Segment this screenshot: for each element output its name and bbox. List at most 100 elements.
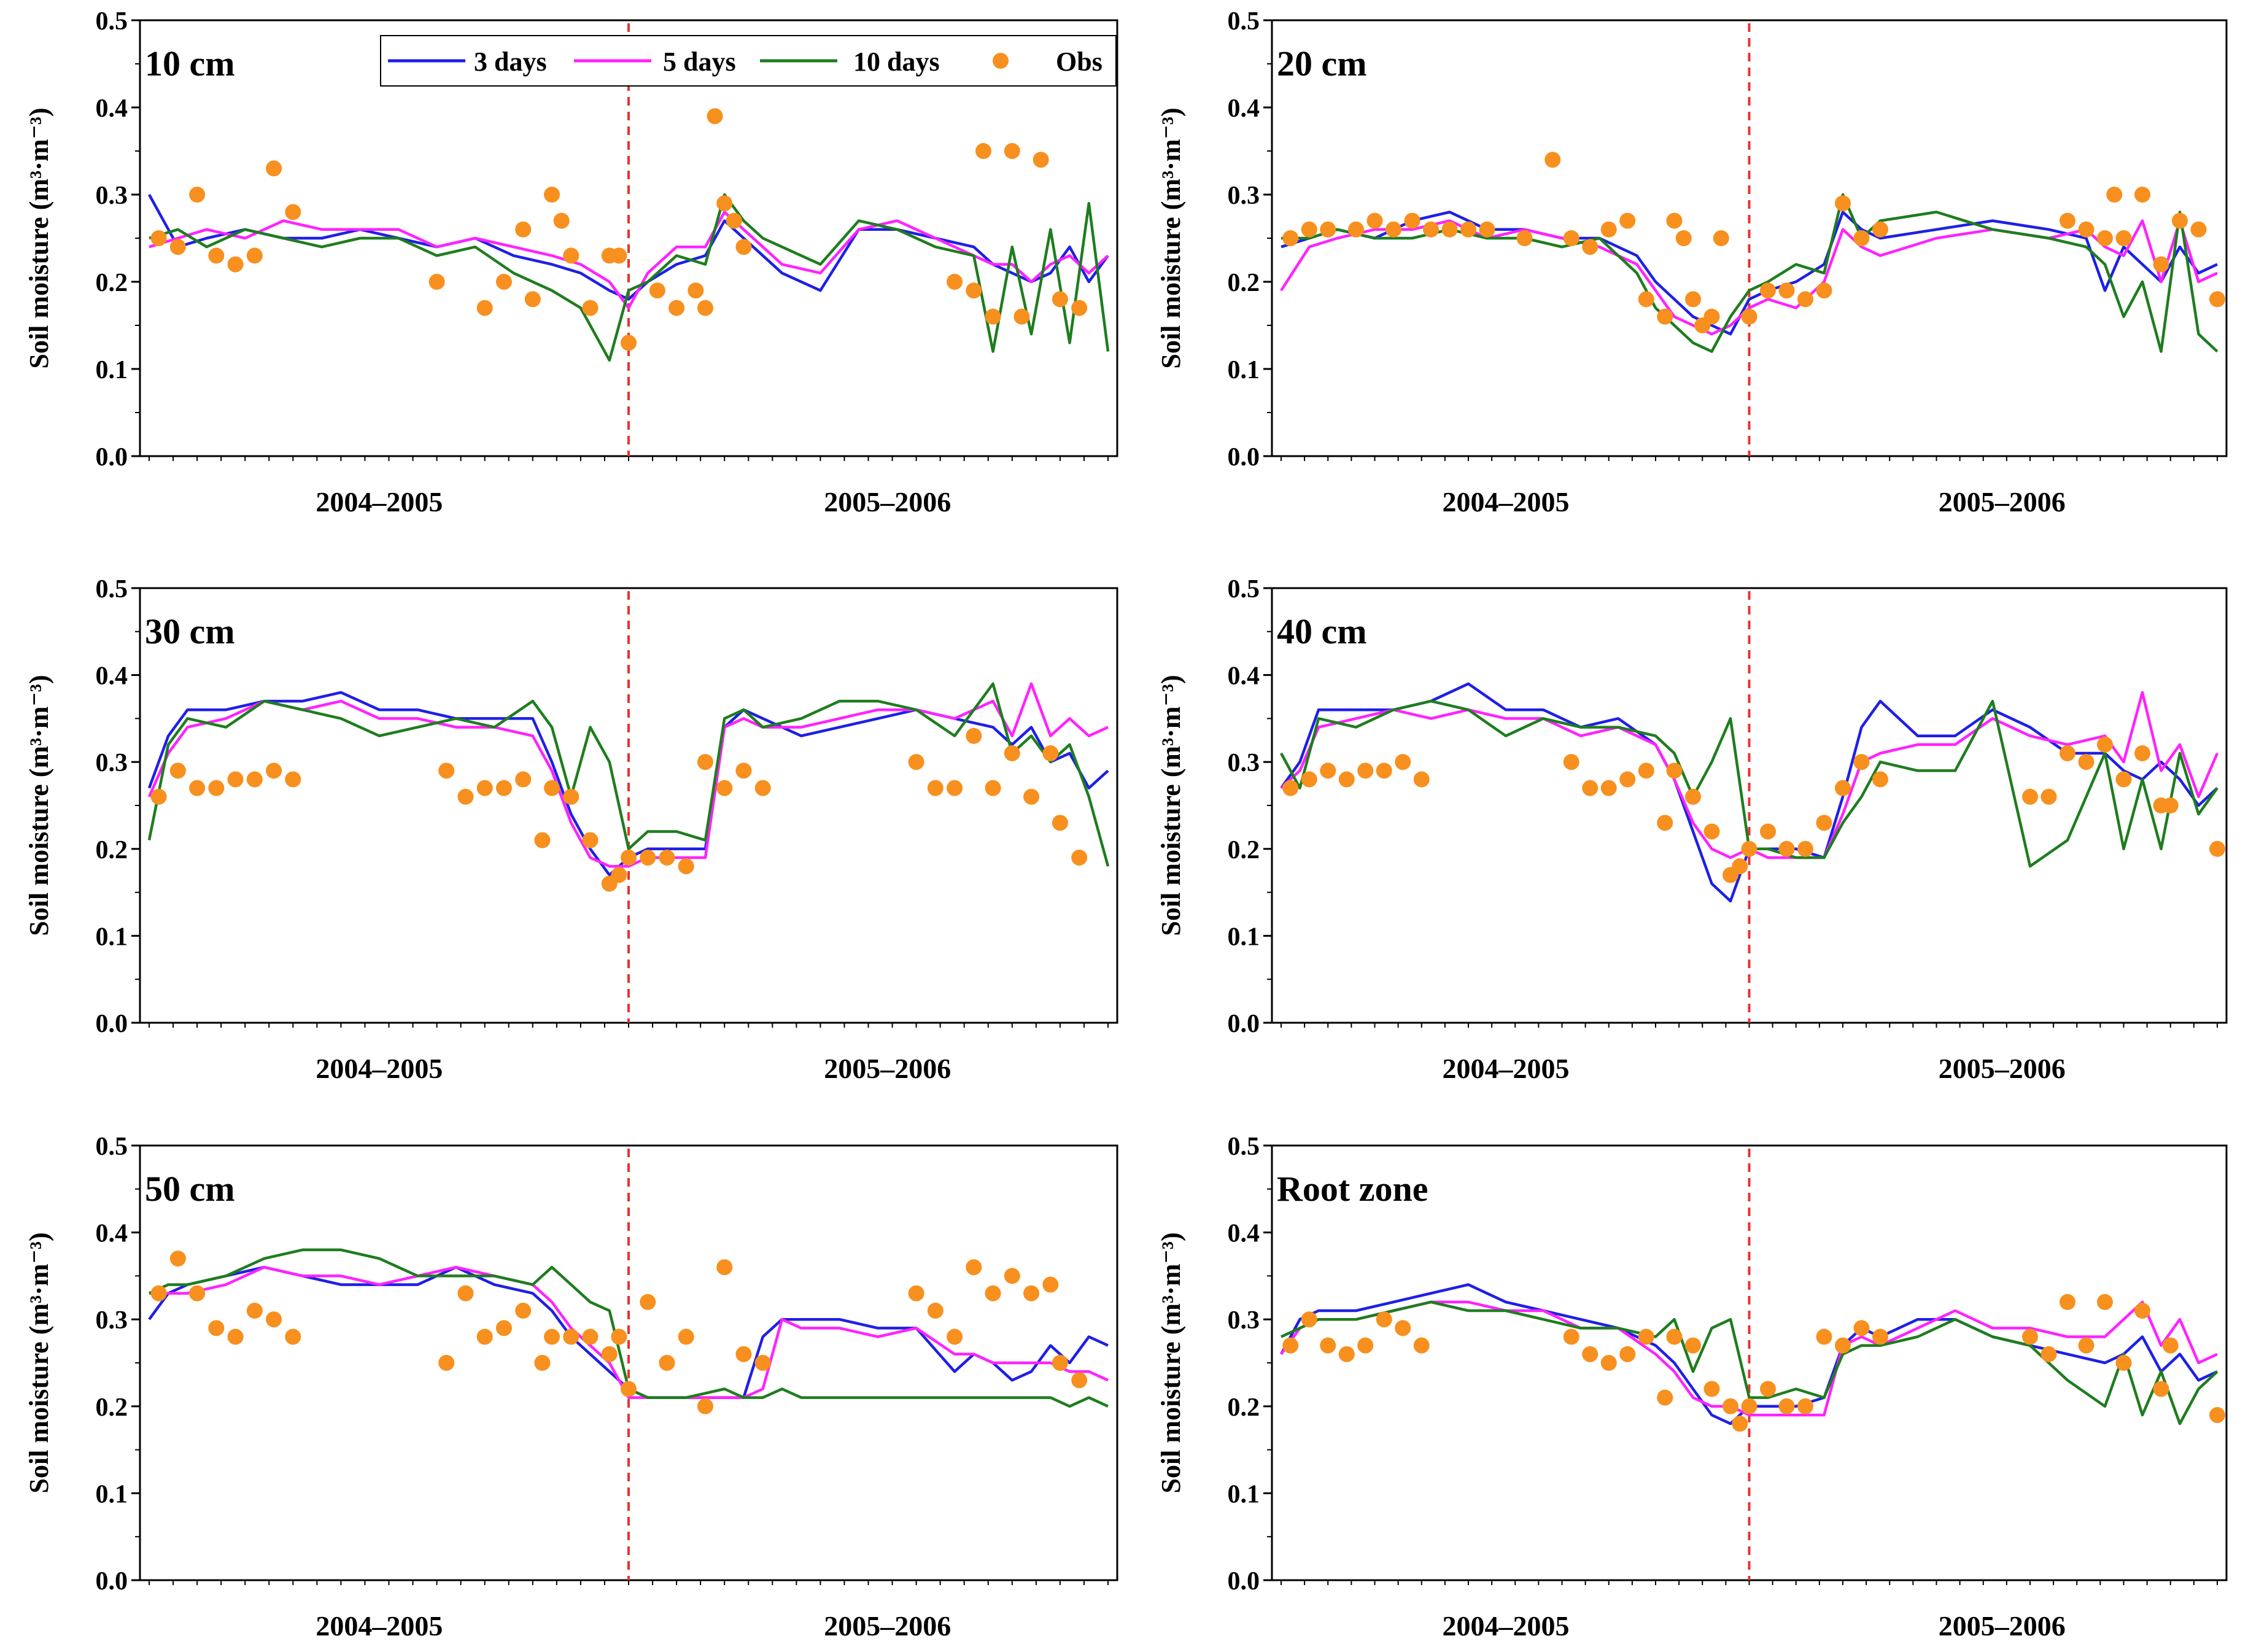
y-tick-label: 0.1: [1228, 923, 1260, 951]
panel-root-zone: 0.0 0.1 0.2 0.3 0.4 0.5 Soil moisture (m³·m⁻³)…: [1156, 1133, 2228, 1642]
obs-point: [1853, 230, 1870, 246]
y-tick-label: 0.5: [1228, 7, 1260, 36]
obs-point: [707, 108, 723, 125]
obs-point: [1338, 1346, 1355, 1362]
obs-point: [2153, 1381, 2169, 1397]
obs-point: [947, 780, 963, 796]
obs-point: [2060, 1293, 2075, 1310]
obs-point: [1582, 239, 1599, 255]
obs-point: [476, 780, 493, 796]
legend-marker-obs: [993, 53, 1009, 69]
period-label: 2005–2006: [1939, 1610, 2066, 1642]
period-label: 2004–2005: [1443, 1053, 1570, 1084]
obs-point: [1413, 771, 1430, 788]
obs-point: [1071, 300, 1088, 316]
obs-point: [2209, 840, 2225, 857]
obs-point: [1675, 230, 1692, 246]
obs-point: [189, 187, 206, 203]
obs-point: [1282, 230, 1299, 246]
obs-point: [285, 771, 301, 788]
obs-point: [2153, 256, 2169, 273]
y-tick-label: 0.5: [1228, 1133, 1260, 1161]
legend-label: 5 days: [663, 47, 736, 77]
obs-point: [266, 160, 282, 177]
obs-point: [1760, 282, 1776, 299]
y-tick-label: 0.1: [96, 1480, 128, 1508]
obs-point: [1320, 221, 1336, 238]
obs-point: [1460, 221, 1476, 238]
obs-point: [227, 771, 244, 788]
obs-point: [1582, 780, 1599, 796]
panel-50cm: 0.0 0.1 0.2 0.3 0.4 0.5 Soil moisture (m³·m⁻³)…: [24, 1133, 1118, 1642]
obs-point: [428, 274, 445, 290]
obs-point: [2134, 187, 2150, 203]
y-tick-label: 0.0: [1228, 1567, 1260, 1596]
obs-point: [1732, 858, 1748, 875]
y-tick-label: 0.1: [96, 356, 128, 384]
y-tick-label: 0.3: [1228, 1306, 1260, 1335]
y-tick-label: 0.0: [1228, 443, 1260, 471]
obs-point: [563, 788, 579, 805]
y-axis-label: Soil moisture (m³·m⁻³): [1156, 1232, 1186, 1493]
y-tick-label: 0.5: [96, 1133, 128, 1161]
obs-point: [947, 1328, 963, 1345]
obs-point: [697, 754, 713, 770]
obs-point: [1760, 823, 1776, 840]
obs-point: [495, 1320, 512, 1336]
obs-point: [208, 247, 225, 264]
y-tick-label: 0.2: [1228, 269, 1260, 297]
obs-point: [2040, 788, 2057, 805]
obs-point: [966, 1259, 982, 1276]
obs-point: [1404, 212, 1420, 229]
y-tick-label: 0.5: [1228, 575, 1260, 603]
y-tick-label: 0.4: [1228, 662, 1260, 691]
panel-title: 10 cm: [145, 44, 235, 83]
panel-30cm: 0.0 0.1 0.2 0.3 0.4 0.5 Soil moisture (m³·m⁻³)…: [24, 575, 1118, 1084]
obs-point: [1395, 1320, 1411, 1336]
obs-point: [476, 1328, 493, 1345]
y-axis-label: Soil moisture (m³·m⁻³): [24, 675, 54, 936]
obs-point: [2134, 1303, 2150, 1319]
obs-point: [150, 788, 167, 805]
obs-point: [2115, 230, 2132, 246]
period-label: 2004–2005: [316, 486, 443, 518]
obs-point: [1619, 1346, 1636, 1362]
obs-point: [611, 1328, 627, 1345]
obs-point: [1282, 1337, 1299, 1354]
obs-point: [640, 1293, 656, 1310]
obs-point: [754, 1355, 771, 1371]
period-label: 2004–2005: [1443, 486, 1570, 518]
obs-point: [1703, 823, 1720, 840]
obs-point: [1338, 771, 1355, 788]
obs-point: [1600, 1355, 1617, 1371]
obs-point: [716, 1259, 733, 1276]
obs-point: [697, 300, 713, 316]
y-axis-label: Soil moisture (m³·m⁻³): [1156, 675, 1186, 936]
obs-point: [649, 282, 665, 299]
obs-point: [621, 849, 637, 866]
obs-point: [621, 1381, 637, 1397]
obs-point: [515, 771, 532, 788]
panel-10cm: 0.0 0.1 0.2 0.3 0.4 0.5 Soil moisture (m³·m⁻³)…: [24, 7, 1118, 518]
obs-point: [621, 335, 637, 351]
obs-point: [927, 780, 944, 796]
obs-point: [735, 1346, 752, 1362]
obs-point: [1413, 1337, 1430, 1354]
obs-point: [563, 247, 579, 264]
panel-title: 40 cm: [1277, 611, 1367, 651]
period-label: 2004–2005: [1443, 1610, 1570, 1642]
obs-point: [438, 762, 455, 779]
obs-point: [1872, 771, 1888, 788]
obs-point: [2078, 754, 2095, 770]
obs-point: [1685, 291, 1701, 308]
obs-point: [495, 274, 512, 290]
obs-point: [1853, 754, 1870, 770]
obs-point: [1872, 1328, 1888, 1345]
obs-point: [1366, 212, 1383, 229]
obs-point: [1052, 815, 1068, 831]
y-tick-label: 0.0: [96, 1567, 128, 1596]
obs-point: [927, 1303, 944, 1319]
obs-point: [1320, 1337, 1336, 1354]
y-tick-label: 0.2: [96, 836, 128, 864]
y-tick-label: 0.3: [96, 749, 128, 777]
